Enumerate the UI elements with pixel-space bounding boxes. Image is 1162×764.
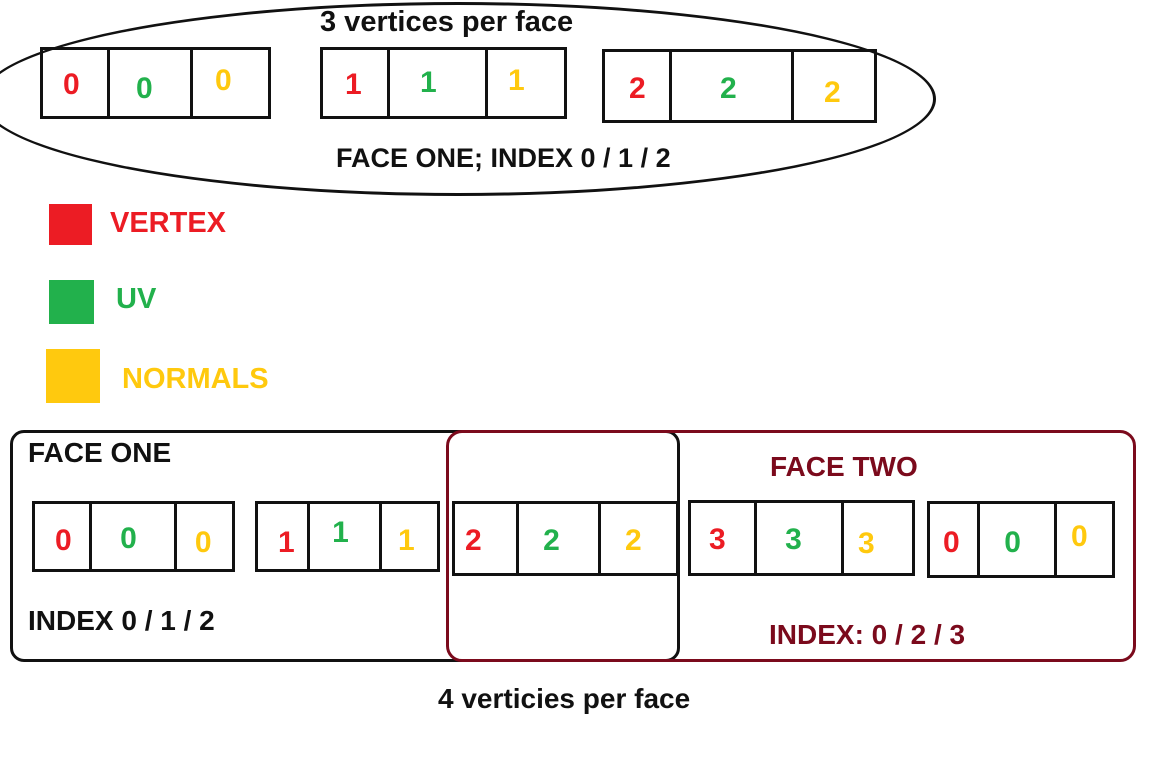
uv-index-cell: 1 <box>390 50 488 116</box>
bottom-vertex-group-2: 2 2 2 <box>452 501 679 576</box>
top-vertex-group-2: 2 2 2 <box>602 49 877 123</box>
vertex-index-cell: 0 <box>35 504 93 569</box>
legend-uv-swatch <box>49 280 94 324</box>
face-two-label: FACE TWO <box>770 451 918 482</box>
face-one-index: INDEX 0 / 1 / 2 <box>28 605 215 636</box>
top-heading: 3 vertices per face <box>320 6 574 38</box>
legend-vertex-swatch <box>49 204 92 245</box>
normal-index-cell: 0 <box>194 526 212 559</box>
vertex-index-cell: 1 <box>323 50 390 116</box>
bottom-vertex-group-4: 0 0 0 <box>927 501 1115 578</box>
uv-index-cell: 1 <box>310 504 382 569</box>
legend-uv-label: UV <box>116 283 157 315</box>
legend-vertex-label: VERTEX <box>110 207 227 239</box>
normal-index-cell: 2 <box>824 76 841 109</box>
uv-index-cell: 0 <box>110 50 193 116</box>
normal-index-cell: 1 <box>397 524 415 557</box>
top-caption: FACE ONE; INDEX 0 / 1 / 2 <box>336 143 671 173</box>
vertex-index-cell: 2 <box>455 504 520 573</box>
top-ellipse-outline <box>0 2 936 196</box>
bottom-vertex-group-0: 0 0 0 <box>32 501 235 572</box>
vertex-index-cell: 0 <box>43 50 110 116</box>
face-one-label: FACE ONE <box>28 437 172 468</box>
legend-normals-label: NORMALS <box>122 363 269 395</box>
vertex-index-cell: 3 <box>691 503 758 573</box>
uv-index-cell: 0 <box>92 504 177 569</box>
normal-index-cell: 1 <box>508 64 525 97</box>
vertex-index-cell: 2 <box>605 52 672 120</box>
uv-index-cell: 0 <box>980 504 1057 575</box>
bottom-vertex-group-1: 1 1 1 <box>255 501 440 572</box>
face-two-index: INDEX: 0 / 2 / 3 <box>769 619 966 650</box>
normal-index-cell: 0 <box>215 64 232 97</box>
top-vertex-group-1: 1 1 1 <box>320 47 567 119</box>
uv-index-cell: 3 <box>757 503 844 573</box>
normal-index-cell: 2 <box>625 524 642 557</box>
uv-index-cell: 2 <box>519 504 602 573</box>
top-vertex-group-0: 0 0 0 <box>40 47 271 119</box>
normal-index-cell: 3 <box>857 527 875 560</box>
face-two-outline <box>446 430 1136 662</box>
uv-index-cell: 2 <box>672 52 794 120</box>
bottom-vertex-group-3: 3 3 3 <box>688 500 915 576</box>
legend-normals-swatch <box>46 349 100 403</box>
vertex-index-cell: 1 <box>258 504 311 569</box>
vertex-index-cell: 0 <box>930 504 981 575</box>
normal-index-cell: 0 <box>1070 520 1088 553</box>
bottom-caption: 4 verticies per face <box>438 683 691 714</box>
